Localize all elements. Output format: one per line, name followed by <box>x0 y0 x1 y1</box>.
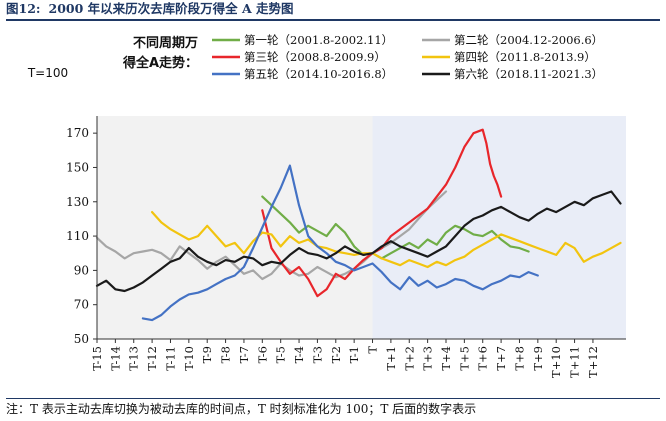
figure-title: 图12: 2000 年以来历次去库阶段万得全 A 走势图 <box>6 1 660 21</box>
x-tick-label: T-3 <box>310 346 324 363</box>
legend-label: 第一轮（2001.8-2002.11） <box>244 33 393 47</box>
x-tick-label: T-14 <box>108 346 122 371</box>
y-tick-label: 90 <box>74 263 89 277</box>
x-tick-label: T+11 <box>568 346 582 378</box>
x-tick-label: T-1 <box>347 346 361 363</box>
legend-label: 第五轮（2014.10-2016.8） <box>244 67 393 81</box>
x-tick-label: T-11 <box>163 346 177 371</box>
x-tick-label: T-5 <box>274 346 288 363</box>
y-tick-label: 50 <box>74 332 89 346</box>
footnote: 注：T 表示主动去库切换为被动去库的时间点，T 时刻标准化为 100；T 后面的… <box>6 398 660 421</box>
legend: 第一轮（2001.8-2002.11） 第二轮（2004.12-2006.6） 第三… <box>212 33 603 81</box>
x-tick-label: T+10 <box>549 346 563 378</box>
legend-item: 第三轮（2008.8-2009.9） <box>212 50 386 64</box>
x-tick-label: T-10 <box>182 346 196 371</box>
y-tick-label: 70 <box>74 298 89 312</box>
x-tick-label: T-4 <box>292 346 306 363</box>
y-tick-label: 110 <box>66 229 89 243</box>
x-tick-label: T+3 <box>421 346 435 371</box>
x-tick-label: T-7 <box>237 346 251 363</box>
y-tick-label: 170 <box>66 126 89 140</box>
figure-title-text: 2000 年以来历次去库阶段万得全 A 走势图 <box>48 1 294 16</box>
x-tick-label: T-2 <box>329 346 343 363</box>
x-tick-label: T+4 <box>439 346 453 371</box>
x-tick-label: T+2 <box>402 346 416 371</box>
x-tick-label: T+1 <box>384 346 398 371</box>
series-line-1 <box>261 195 530 260</box>
post-t-region <box>372 116 626 339</box>
legend-item: 第一轮（2001.8-2002.11） <box>212 33 393 47</box>
x-tick-label: T-9 <box>200 346 214 363</box>
y-tick-label: 150 <box>66 160 89 174</box>
series-line-3 <box>261 128 503 298</box>
x-tick-label: T-12 <box>145 346 159 371</box>
legend-label: 第三轮（2008.8-2009.9） <box>244 50 386 64</box>
y-axis-label: T=100 <box>27 66 68 80</box>
x-tick-label: T+6 <box>476 346 490 371</box>
x-ticks: T-15 T-14 T-13 T-12 T-11 T-10 T-9 T-8 T-7 T-6 T-5 T… <box>90 339 600 378</box>
series-line-5 <box>141 164 539 322</box>
series-lines <box>95 128 622 322</box>
x-tick-label: T+9 <box>531 346 545 371</box>
series-line-6 <box>95 190 622 293</box>
x-tick-label: T-6 <box>255 346 269 363</box>
y-ticks: 50 70 90 110 130 150 170 <box>66 126 97 346</box>
x-tick-label: T-8 <box>219 346 233 363</box>
x-tick-label: T-13 <box>127 346 141 371</box>
legend-title: 不同周期万得全A走势： <box>122 36 198 71</box>
series-line-2 <box>95 190 448 281</box>
legend-item: 第四轮（2011.8-2013.9） <box>422 50 596 64</box>
legend-label: 第二轮（2004.12-2006.6） <box>454 33 603 47</box>
x-tick-label: T+5 <box>457 346 471 371</box>
pre-t-region <box>97 116 373 339</box>
x-tick-label: T+8 <box>512 346 526 371</box>
legend-item: 第六轮（2018.11-2021.3） <box>422 67 603 81</box>
y-tick-label: 130 <box>66 195 89 209</box>
x-tick-label: T+12 <box>586 346 600 378</box>
series-line-4 <box>151 211 622 269</box>
legend-label: 第四轮（2011.8-2013.9） <box>454 50 596 64</box>
legend-label: 第六轮（2018.11-2021.3） <box>454 67 603 81</box>
legend-item: 第二轮（2004.12-2006.6） <box>422 33 603 47</box>
x-tick-label: T <box>366 346 380 354</box>
legend-item: 第五轮（2014.10-2016.8） <box>212 67 393 81</box>
figure-number: 图12: <box>6 1 41 16</box>
x-tick-label: T+7 <box>494 346 508 371</box>
x-tick-label: T-15 <box>90 346 104 371</box>
